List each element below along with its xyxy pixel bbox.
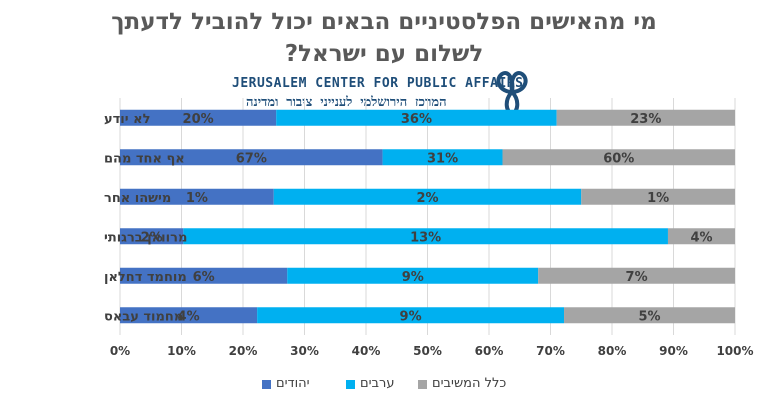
bar-segment (120, 188, 274, 205)
x-tick-label: 100% (716, 344, 753, 358)
x-tick-label: 60% (475, 344, 504, 358)
data-label: 1% (186, 191, 208, 206)
x-tick-label: 30% (290, 344, 319, 358)
data-label: 4% (178, 309, 200, 324)
data-label: 13% (410, 230, 441, 245)
data-label: 7% (626, 270, 648, 285)
bar-segment (120, 228, 184, 245)
x-tick-label: 40% (352, 344, 381, 358)
legend-swatch-all-respondents (418, 380, 427, 389)
legend: יהודים ערבים כלל המשיבים (0, 376, 768, 396)
data-label: 36% (401, 112, 432, 127)
legend-swatch-arabs (346, 380, 355, 389)
data-label: 23% (630, 112, 661, 127)
data-label: 67% (236, 151, 267, 166)
x-tick-label: 90% (659, 344, 688, 358)
bar-segment (257, 307, 565, 324)
chart-title-line-2: לשלום עם ישראל? (284, 41, 484, 67)
data-label: 20% (183, 112, 214, 127)
data-label: 1% (647, 191, 669, 206)
x-tick-label: 50% (413, 344, 442, 358)
bar-segment (276, 109, 557, 126)
x-tick-label: 80% (598, 344, 627, 358)
bar-segment (120, 149, 383, 166)
bar-segment (183, 228, 668, 245)
bar-segment (120, 267, 288, 284)
legend-label-all-respondents: כלל המשיבים (432, 376, 507, 391)
bar-segment (556, 109, 735, 126)
bar-segment (120, 307, 258, 324)
data-label: 60% (603, 151, 634, 166)
data-label: 2% (416, 191, 438, 206)
bar-segment (502, 149, 735, 166)
data-label: 31% (427, 151, 458, 166)
bar-segment (382, 149, 503, 166)
data-label: 2% (141, 230, 163, 245)
bar-segment (287, 267, 539, 284)
data-label: 9% (402, 270, 424, 285)
legend-label-arabs: ערבים (360, 376, 395, 391)
chart-title-line-1: מי מהאישים הפלסטיניים הבאים יכול להוביל … (111, 9, 657, 35)
bar-segment (581, 188, 735, 205)
category-label: מחמוד עבאס (104, 309, 183, 324)
bar-segment (564, 307, 735, 324)
category-label: מוחמד דחלאן (104, 270, 187, 285)
legend-label-jews: יהודים (276, 376, 310, 391)
data-label: 9% (400, 309, 422, 324)
category-label: מישהו אחר (104, 191, 171, 206)
category-label: לא יודע (104, 112, 150, 127)
x-tick-label: 0% (110, 344, 130, 358)
logo-hebrew-text: המרכז הירושלמי לענייני ציבור ומדינה (246, 95, 447, 110)
bar-segment (120, 109, 277, 126)
legend-swatch-jews (262, 380, 271, 389)
x-tick-label: 20% (229, 344, 258, 358)
x-tick-label: 10% (167, 344, 196, 358)
data-label: 5% (638, 309, 660, 324)
category-label: אף אחד מהם (104, 151, 185, 166)
data-label: 4% (690, 230, 712, 245)
x-tick-label: 70% (536, 344, 565, 358)
category-label: מרוואן ברגותי (104, 230, 187, 245)
logo-english-text: JERUSALEM CENTER FOR PUBLIC AFFAIRS (232, 76, 524, 91)
bar-segment (667, 228, 735, 245)
bar-segment (273, 188, 582, 205)
data-label: 6% (193, 270, 215, 285)
bar-segment (538, 267, 735, 284)
